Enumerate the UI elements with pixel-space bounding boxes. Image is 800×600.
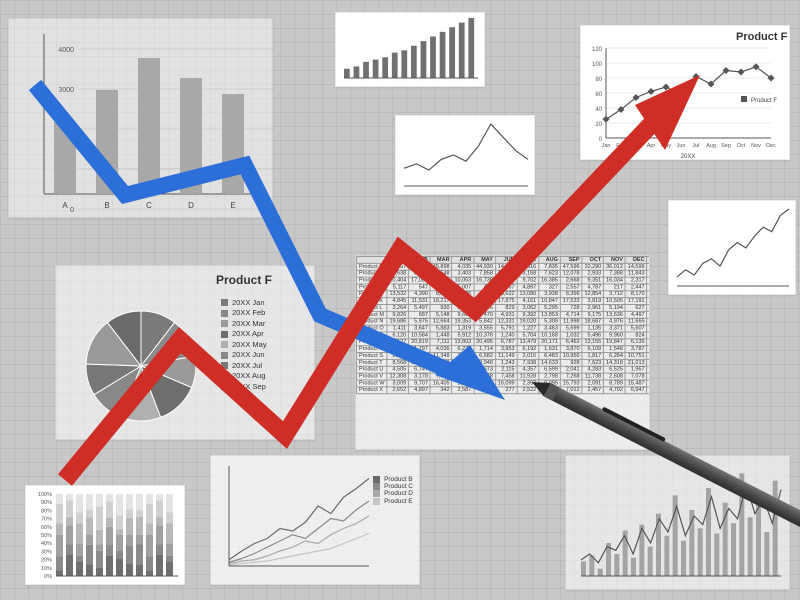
pen-icon [470, 300, 800, 600]
dashboard-collage: { "background": { "color": "#c8c8c8", "g… [0, 0, 800, 600]
